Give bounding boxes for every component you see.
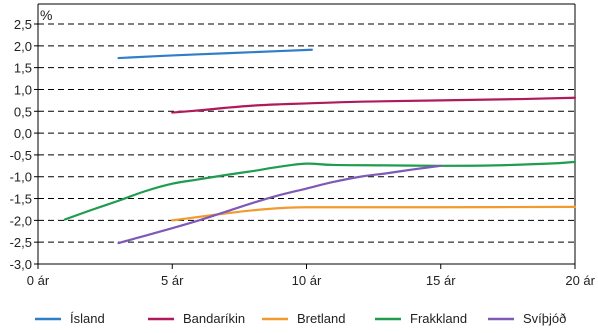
- x-tick-label: 5 ár: [161, 273, 184, 288]
- y-tick-label: 2,0: [14, 39, 32, 54]
- y-tick-label: -0,5: [10, 148, 32, 163]
- legend-label: Bretland: [297, 311, 345, 326]
- y-tick-label: -2,5: [10, 235, 32, 250]
- y-axis-unit-label: %: [40, 7, 52, 23]
- y-tick-label: -1,0: [10, 170, 32, 185]
- legend-item: Bretland: [262, 311, 345, 326]
- series-line-bretland: [171, 205, 577, 222]
- series-line-bandarikin: [171, 96, 577, 114]
- series-line-island: [117, 48, 313, 60]
- legend: Ísland Bandaríkin Bretland Frakkland Svíþjóð: [35, 311, 566, 326]
- x-tick-label: 20 ár: [565, 273, 595, 288]
- tick-label-layer: 2,5 2,0 1,5 1,0 0,5 0,0 -0,5 -1,0 -1,5 -2,0 -2,5 -3…: [10, 17, 596, 288]
- y-tick-label: 1,0: [14, 82, 32, 97]
- y-tick-label: -2,0: [10, 213, 32, 228]
- legend-item: Ísland: [35, 311, 105, 326]
- grid-layer: [38, 23, 575, 243]
- legend-label: Bandaríkin: [183, 311, 245, 326]
- x-tick-label: 15 ár: [426, 273, 456, 288]
- x-tick-label: 10 ár: [292, 273, 322, 288]
- legend-item: Frakkland: [375, 311, 467, 326]
- y-tick-label: -1,5: [10, 192, 32, 207]
- legend-label: Svíþjóð: [523, 311, 566, 326]
- axis-layer: [34, 3, 576, 269]
- legend-label: Ísland: [70, 311, 105, 326]
- legend-item: Svíþjóð: [488, 311, 566, 326]
- series-line-frakkland: [63, 160, 577, 221]
- legend-label: Frakkland: [410, 311, 467, 326]
- y-tick-label: 2,5: [14, 17, 32, 32]
- series-layer: [63, 48, 577, 245]
- legend-item: Bandaríkin: [148, 311, 245, 326]
- y-tick-label: -3,0: [10, 257, 32, 272]
- y-tick-label: 1,5: [14, 61, 32, 76]
- y-tick-label: 0,0: [14, 126, 32, 141]
- series-line-svithjod: [117, 164, 442, 245]
- y-tick-label: 0,5: [14, 104, 32, 119]
- x-tick-label: 0 ár: [27, 273, 50, 288]
